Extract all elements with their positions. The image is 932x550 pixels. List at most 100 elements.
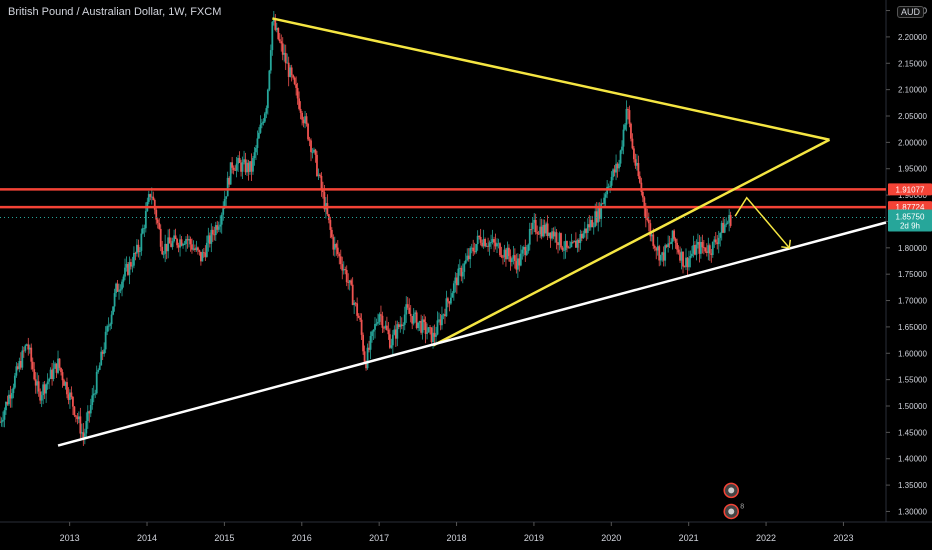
candle-body <box>152 196 155 200</box>
candle-body <box>365 362 367 369</box>
candle-body <box>418 321 421 323</box>
candle-body <box>225 196 228 199</box>
x-tick-label: 2019 <box>524 533 544 543</box>
candle-body <box>85 421 88 434</box>
candle-body <box>473 251 476 253</box>
candle-body <box>208 235 211 244</box>
candle-body <box>240 162 242 172</box>
candle-body <box>399 324 402 327</box>
candle-body <box>124 267 126 277</box>
candle-body <box>716 242 719 245</box>
candle-body <box>552 231 555 237</box>
candle-body <box>188 239 190 241</box>
candle-body <box>457 268 460 286</box>
current-price-label: 1.85750 <box>896 213 925 222</box>
candle-body <box>252 158 254 172</box>
candle-body <box>589 219 592 228</box>
candle-body <box>391 334 394 346</box>
candle-body <box>9 394 12 399</box>
candle-body <box>555 232 558 243</box>
candle-body <box>653 245 656 249</box>
candle-body <box>530 228 533 230</box>
candle-body <box>173 235 176 242</box>
candle-body <box>643 197 646 209</box>
candle-body <box>186 239 189 241</box>
candle-body <box>655 248 658 251</box>
candle-body <box>106 326 109 332</box>
candle-body <box>701 241 704 248</box>
resistance-price-tag <box>888 183 932 196</box>
candle-body <box>342 269 345 271</box>
candle-body <box>121 281 123 290</box>
candle-body <box>2 419 4 422</box>
candle-body <box>214 225 217 236</box>
y-tick-label: 2.05000 <box>898 112 927 121</box>
candle-body <box>646 218 649 221</box>
candle-body <box>11 393 13 399</box>
x-tick-label: 2020 <box>601 533 621 543</box>
candle-body <box>600 203 603 219</box>
candle-body <box>598 206 601 219</box>
candle-body <box>638 176 641 183</box>
candle-body <box>238 157 241 163</box>
candle-body <box>452 283 455 294</box>
candle-body <box>454 277 457 284</box>
candle-body <box>472 247 475 252</box>
candle-body <box>34 379 37 386</box>
x-tick-label: 2013 <box>60 533 80 543</box>
candle-body <box>362 334 364 352</box>
x-tick-label: 2023 <box>833 533 853 543</box>
candle-body <box>512 255 515 259</box>
candle-body <box>481 242 484 247</box>
candle-body <box>46 381 49 385</box>
candle-body <box>722 222 725 233</box>
candle-body <box>502 256 504 258</box>
support-trend-line <box>57 221 887 447</box>
candle-body <box>271 21 274 51</box>
candle-body <box>374 324 376 330</box>
candle-body <box>262 121 265 124</box>
candle-body <box>198 250 201 252</box>
candle-body <box>226 177 229 197</box>
candle-body <box>24 345 27 351</box>
candle-body <box>702 247 705 249</box>
candle-body <box>19 361 22 368</box>
candle-body <box>144 211 147 229</box>
candle-body <box>115 283 117 294</box>
candle-body <box>429 327 431 329</box>
resistance-price-label: 1.91077 <box>896 185 925 194</box>
candle-body <box>89 405 92 414</box>
candle-body <box>199 251 202 262</box>
candle-body <box>673 230 675 239</box>
candle-body <box>33 369 36 380</box>
y-tick-label: 1.90000 <box>898 191 927 200</box>
candle-body <box>161 246 164 255</box>
candle-body <box>388 334 391 348</box>
candle-body <box>277 27 280 40</box>
candle-body <box>582 233 585 239</box>
candle-body <box>109 324 112 326</box>
candle-body <box>5 401 7 411</box>
x-tick-label: 2018 <box>447 533 467 543</box>
candle-body <box>704 247 707 252</box>
candle-body <box>231 162 234 168</box>
candle-body <box>613 169 616 173</box>
triangle-trend-line <box>432 138 831 347</box>
candle-body <box>127 264 129 275</box>
candle-body <box>368 347 370 350</box>
candle-body <box>400 324 403 326</box>
candle-body <box>662 252 665 261</box>
candle-body <box>621 146 623 151</box>
currency-badge[interactable]: AUD <box>896 6 924 18</box>
candle-body <box>326 203 329 215</box>
candle-body <box>140 233 143 251</box>
candle-body <box>296 87 299 99</box>
candle-body <box>79 416 82 434</box>
candle-body <box>305 116 308 124</box>
x-tick-label: 2017 <box>369 533 389 543</box>
candle-body <box>585 228 588 233</box>
candle-body <box>63 380 65 386</box>
candle-body <box>726 222 729 224</box>
candle-body <box>583 228 586 234</box>
